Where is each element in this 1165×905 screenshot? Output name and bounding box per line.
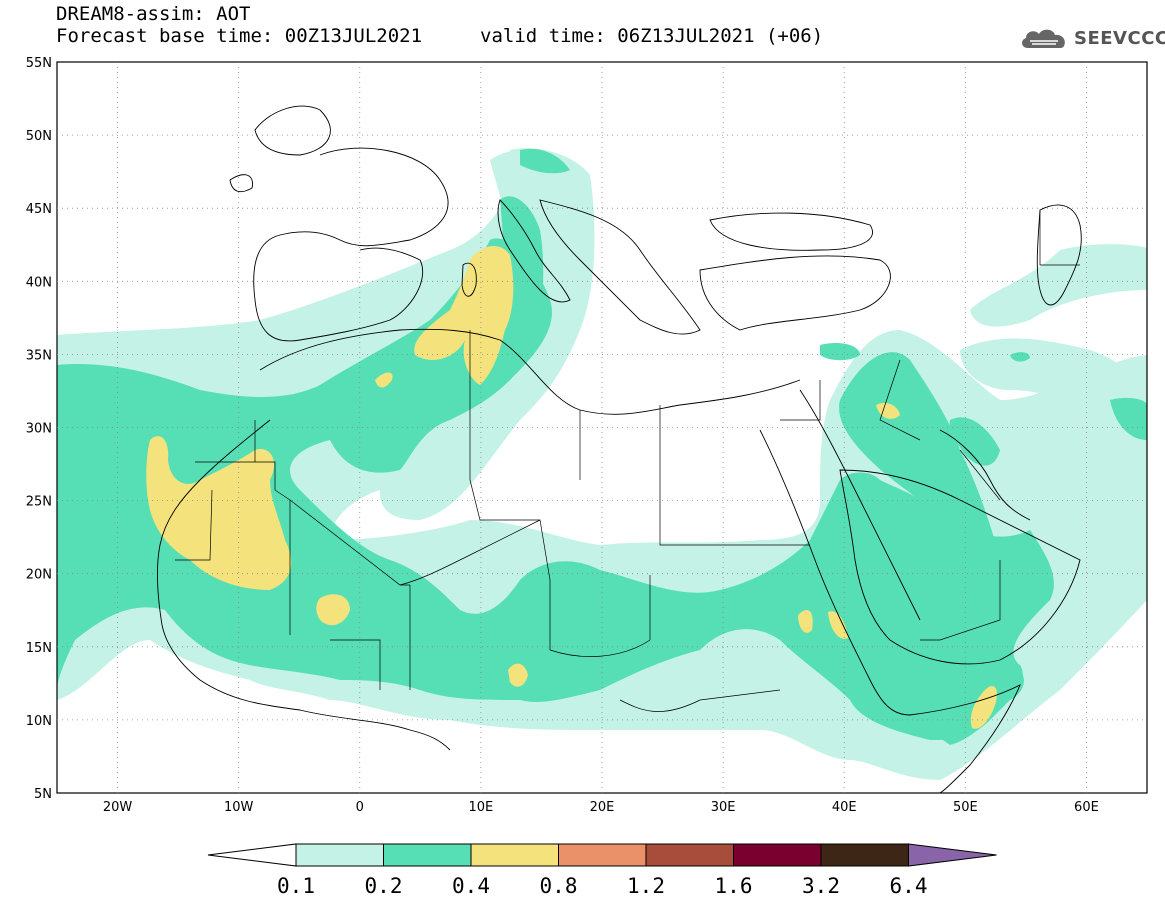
colorbar-left-arrow [207,843,297,867]
colorbar-segment [470,843,559,867]
colorbar-label: 0.2 [365,874,403,898]
lon-label: 10E [469,800,494,815]
aot-field [57,148,1147,780]
colorbar-segment [820,843,909,867]
lat-label: 5N [34,787,52,802]
country-borders [175,210,1080,712]
lat-label: 45N [26,202,52,217]
lon-label: 20W [103,800,133,815]
lat-label: 25N [26,495,52,510]
colorbar-label: 3.2 [802,874,840,898]
lon-label: 0 [356,800,364,815]
colorbar-label: 0.8 [540,874,578,898]
lat-label: 30N [26,422,52,437]
lat-label: 10N [26,714,52,729]
lat-label: 20N [26,568,52,583]
lon-label: 60E [1074,800,1099,815]
cloud-logo-icon [1022,29,1065,48]
latitude-labels: 55N 50N 45N 40N 35N 30N 25N 20N 15N 10N 5N [26,56,52,802]
map-title: DREAM8-assim: AOT [56,3,251,25]
lon-label: 20E [590,800,615,815]
lat-label: 40N [26,275,52,290]
colorbar-segment [733,843,822,867]
valid-time: valid time: 06Z13JUL2021 (+06) [480,25,824,47]
lon-label: 10W [224,800,254,815]
colorbar-segment [558,843,647,867]
lon-label: 30E [711,800,736,815]
forecast-base-time: Forecast base time: 00Z13JUL2021 [56,25,423,47]
colorbar: 0.1 0.2 0.4 0.8 1.2 1.6 3.2 6.4 [207,843,997,898]
lat-label: 15N [26,641,52,656]
longitude-labels: 20W 10W 0 10E 20E 30E 40E 50E 60E [103,800,1099,815]
lat-label: 35N [26,348,52,363]
colorbar-segment [645,843,734,867]
colorbar-segment [383,843,472,867]
colorbar-label: 1.2 [627,874,665,898]
lon-label: 40E [832,800,857,815]
colorbar-segment [295,843,384,867]
aot-band-0-4 [146,245,997,729]
colorbar-label: 6.4 [890,874,928,898]
colorbar-label: 0.4 [452,874,490,898]
logo-text: SEEVCCC [1074,27,1165,49]
colorbar-label: 1.6 [715,874,753,898]
colorbar-right-arrow [908,843,997,867]
seevccc-logo: SEEVCCC [1018,23,1165,53]
coastlines [156,105,1082,793]
lat-label: 55N [26,56,52,71]
map-gridlines [57,62,1147,793]
colorbar-label: 0.1 [277,874,315,898]
lat-label: 50N [26,129,52,144]
lon-label: 50E [953,800,978,815]
